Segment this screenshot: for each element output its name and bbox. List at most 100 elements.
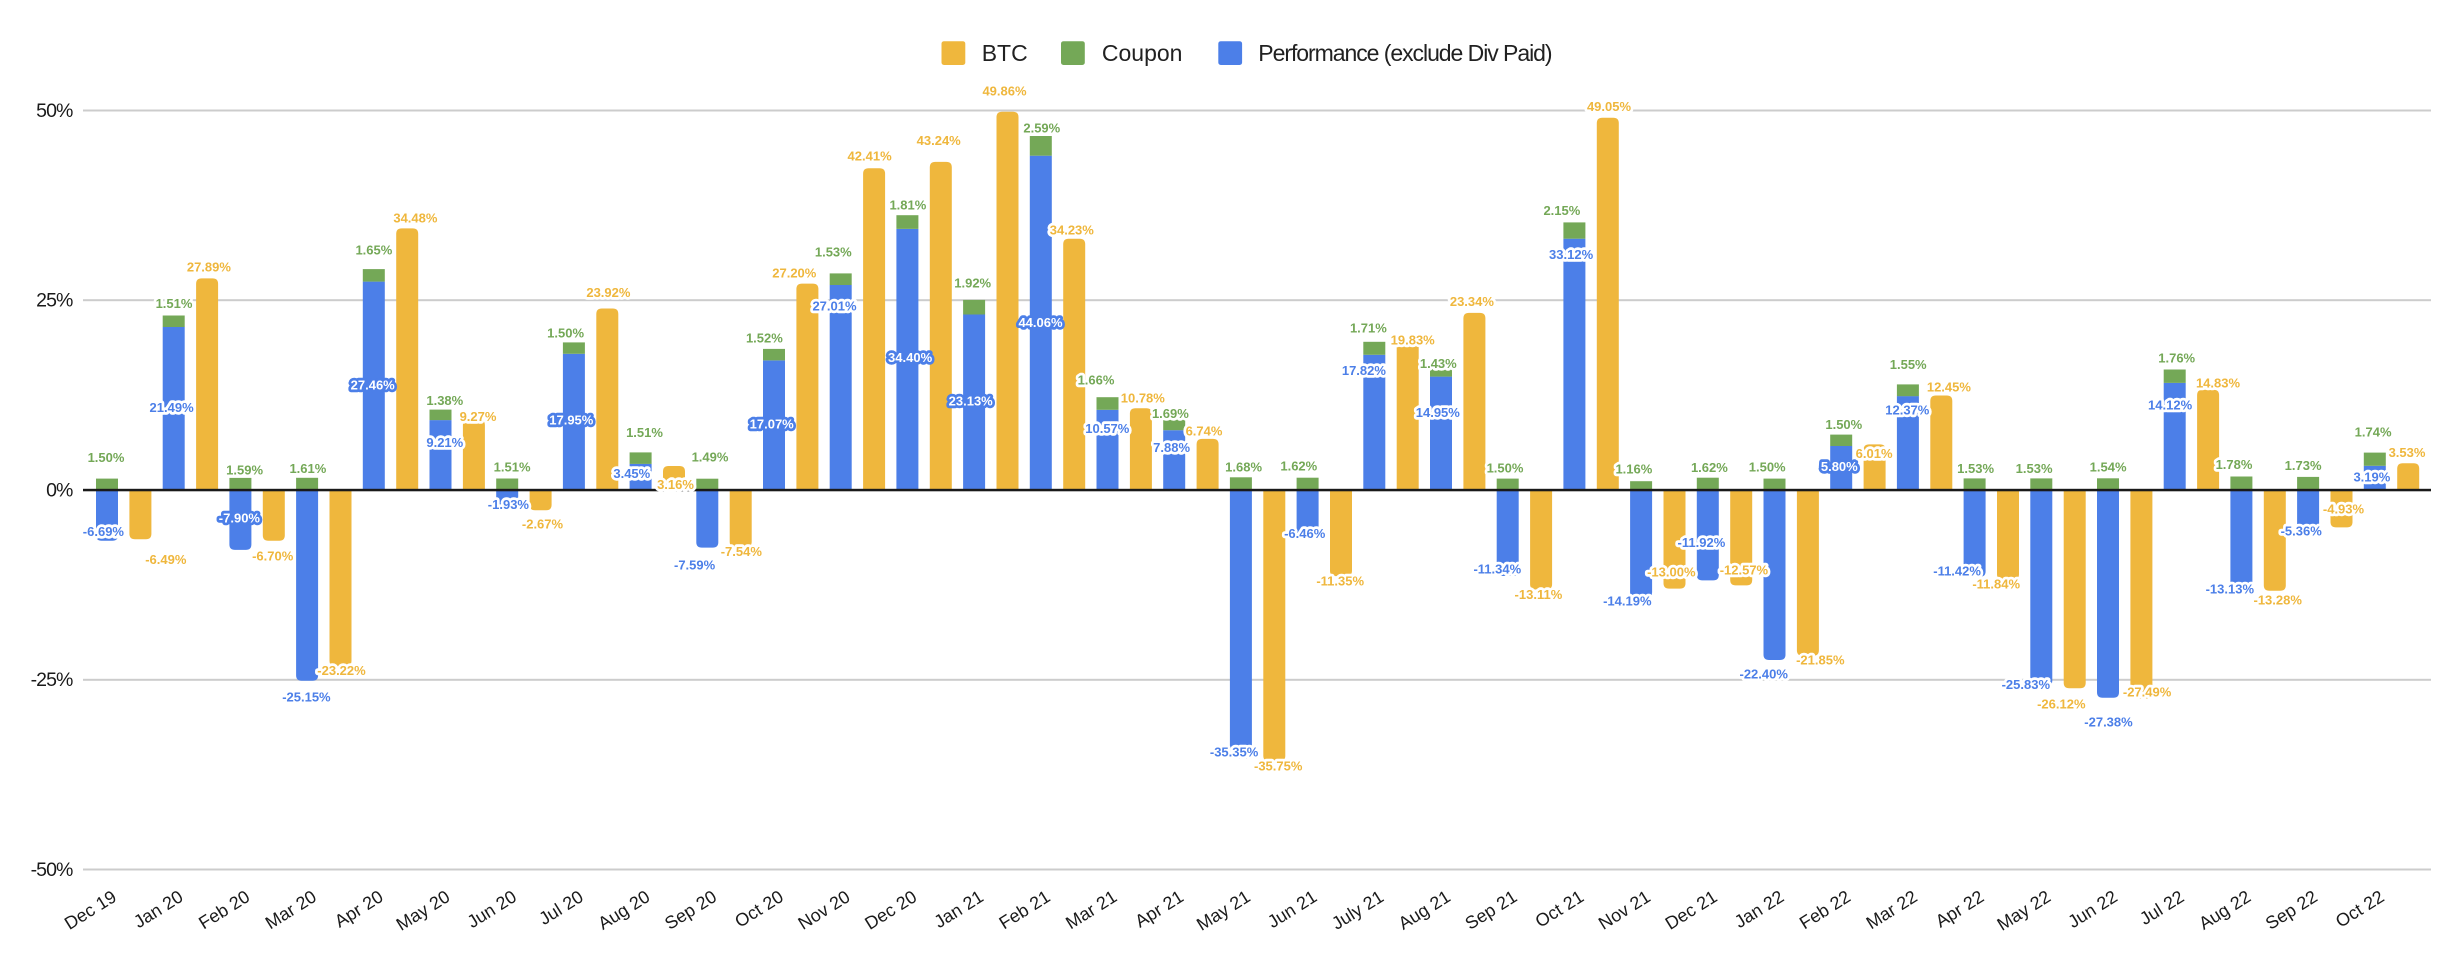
svg-text:1.51%: 1.51% xyxy=(494,459,531,474)
svg-text:-13.11%: -13.11% xyxy=(1515,587,1563,602)
svg-text:3.53%: 3.53% xyxy=(2389,445,2426,460)
svg-text:14.95%: 14.95% xyxy=(1416,405,1461,420)
svg-text:2.15%: 2.15% xyxy=(1543,203,1580,218)
svg-text:50%: 50% xyxy=(36,100,73,122)
svg-text:1.92%: 1.92% xyxy=(954,276,991,291)
svg-text:1.51%: 1.51% xyxy=(626,425,663,440)
svg-text:1.43%: 1.43% xyxy=(1420,356,1457,371)
svg-text:-12.57%: -12.57% xyxy=(1720,563,1769,578)
svg-text:1.62%: 1.62% xyxy=(1280,458,1317,473)
svg-text:6.74%: 6.74% xyxy=(1186,424,1223,439)
svg-text:1.38%: 1.38% xyxy=(426,393,463,408)
svg-text:1.65%: 1.65% xyxy=(355,242,392,257)
svg-text:-4.93%: -4.93% xyxy=(2323,501,2365,516)
svg-text:1.50%: 1.50% xyxy=(88,450,125,465)
svg-text:-25%: -25% xyxy=(31,669,73,691)
svg-text:1.61%: 1.61% xyxy=(289,461,326,476)
svg-text:-25.15%: -25.15% xyxy=(282,690,331,705)
svg-text:27.01%: 27.01% xyxy=(812,299,857,314)
svg-text:44.06%: 44.06% xyxy=(1018,315,1063,330)
svg-text:19.83%: 19.83% xyxy=(1391,332,1436,347)
svg-text:-11.35%: -11.35% xyxy=(1316,573,1364,588)
svg-text:-11.34%: -11.34% xyxy=(1473,562,1521,577)
svg-text:-1.93%: -1.93% xyxy=(488,497,530,512)
svg-text:1.62%: 1.62% xyxy=(1691,460,1728,475)
svg-text:49.86%: 49.86% xyxy=(982,84,1027,99)
svg-text:17.95%: 17.95% xyxy=(549,413,594,428)
svg-text:-11.84%: -11.84% xyxy=(1972,577,2020,592)
svg-text:1.50%: 1.50% xyxy=(1749,459,1786,474)
svg-text:25%: 25% xyxy=(36,290,73,312)
svg-text:43.24%: 43.24% xyxy=(917,133,962,148)
svg-text:-11.92%: -11.92% xyxy=(1678,535,1726,550)
svg-text:27.89%: 27.89% xyxy=(187,259,232,274)
svg-text:23.92%: 23.92% xyxy=(586,285,631,300)
svg-text:1.52%: 1.52% xyxy=(746,331,783,346)
svg-text:1.55%: 1.55% xyxy=(1890,357,1927,372)
svg-text:-7.54%: -7.54% xyxy=(721,544,763,559)
svg-text:-21.85%: -21.85% xyxy=(1796,652,1845,667)
svg-text:33.12%: 33.12% xyxy=(1549,247,1594,262)
svg-text:-27.49%: -27.49% xyxy=(2123,685,2172,700)
svg-text:14.12%: 14.12% xyxy=(2148,398,2193,413)
svg-text:0%: 0% xyxy=(46,479,73,501)
svg-text:1.59%: 1.59% xyxy=(226,463,263,478)
svg-text:-6.69%: -6.69% xyxy=(83,524,125,539)
svg-text:10.78%: 10.78% xyxy=(1121,390,1166,405)
svg-text:1.50%: 1.50% xyxy=(547,325,584,340)
svg-text:1.51%: 1.51% xyxy=(156,296,193,311)
svg-text:17.82%: 17.82% xyxy=(1342,363,1387,378)
svg-text:-7.90%: -7.90% xyxy=(219,510,261,525)
svg-text:-26.12%: -26.12% xyxy=(2037,697,2086,712)
svg-text:1.66%: 1.66% xyxy=(1078,372,1115,387)
svg-text:9.27%: 9.27% xyxy=(460,409,497,424)
svg-text:23.34%: 23.34% xyxy=(1450,294,1495,309)
svg-text:1.73%: 1.73% xyxy=(2285,458,2322,473)
svg-text:9.21%: 9.21% xyxy=(426,435,463,450)
svg-text:-6.49%: -6.49% xyxy=(145,552,187,567)
svg-text:1.54%: 1.54% xyxy=(2090,460,2127,475)
svg-text:12.37%: 12.37% xyxy=(1885,403,1930,418)
svg-text:5.80%: 5.80% xyxy=(1821,459,1858,474)
svg-text:-27.38%: -27.38% xyxy=(2084,714,2133,729)
svg-text:34.48%: 34.48% xyxy=(393,211,438,226)
svg-text:1.76%: 1.76% xyxy=(2158,351,2195,366)
svg-text:42.41%: 42.41% xyxy=(848,148,893,163)
svg-text:1.16%: 1.16% xyxy=(1615,461,1652,476)
svg-text:-23.22%: -23.22% xyxy=(317,663,366,678)
svg-text:1.74%: 1.74% xyxy=(2355,425,2392,440)
svg-text:14.83%: 14.83% xyxy=(2196,376,2241,391)
svg-text:34.40%: 34.40% xyxy=(888,350,933,365)
svg-text:34.23%: 34.23% xyxy=(1050,223,1095,238)
svg-text:1.53%: 1.53% xyxy=(1957,461,1994,476)
svg-text:1.49%: 1.49% xyxy=(692,450,729,465)
svg-text:17.07%: 17.07% xyxy=(750,416,795,431)
svg-text:-6.70%: -6.70% xyxy=(252,549,294,564)
svg-text:3.16%: 3.16% xyxy=(657,477,694,492)
svg-text:-35.35%: -35.35% xyxy=(1210,745,1259,760)
svg-text:Coupon: Coupon xyxy=(1102,40,1183,66)
svg-text:1.68%: 1.68% xyxy=(1225,459,1262,474)
svg-text:3.19%: 3.19% xyxy=(2353,469,2390,484)
svg-text:1.69%: 1.69% xyxy=(1152,406,1189,421)
svg-text:7.88%: 7.88% xyxy=(1153,440,1190,455)
svg-text:BTC: BTC xyxy=(982,40,1028,66)
svg-text:1.81%: 1.81% xyxy=(889,198,926,213)
svg-text:-5.36%: -5.36% xyxy=(2281,524,2323,539)
svg-text:27.20%: 27.20% xyxy=(772,266,817,281)
svg-text:27.46%: 27.46% xyxy=(351,377,396,392)
svg-text:3.45%: 3.45% xyxy=(613,466,650,481)
svg-text:-35.75%: -35.75% xyxy=(1254,758,1303,773)
svg-text:-6.46%: -6.46% xyxy=(1284,526,1326,541)
svg-text:-50%: -50% xyxy=(31,859,73,881)
svg-text:1.78%: 1.78% xyxy=(2216,457,2253,472)
svg-text:-11.42%: -11.42% xyxy=(1933,563,1981,578)
svg-text:49.05%: 49.05% xyxy=(1587,99,1632,114)
svg-text:-13.13%: -13.13% xyxy=(2206,581,2255,596)
svg-text:1.50%: 1.50% xyxy=(1487,460,1524,475)
svg-text:-13.28%: -13.28% xyxy=(2253,593,2302,608)
svg-text:1.50%: 1.50% xyxy=(1825,417,1862,432)
svg-text:-14.19%: -14.19% xyxy=(1603,593,1652,608)
svg-text:-22.40%: -22.40% xyxy=(1739,667,1788,682)
svg-text:23.13%: 23.13% xyxy=(949,393,994,408)
